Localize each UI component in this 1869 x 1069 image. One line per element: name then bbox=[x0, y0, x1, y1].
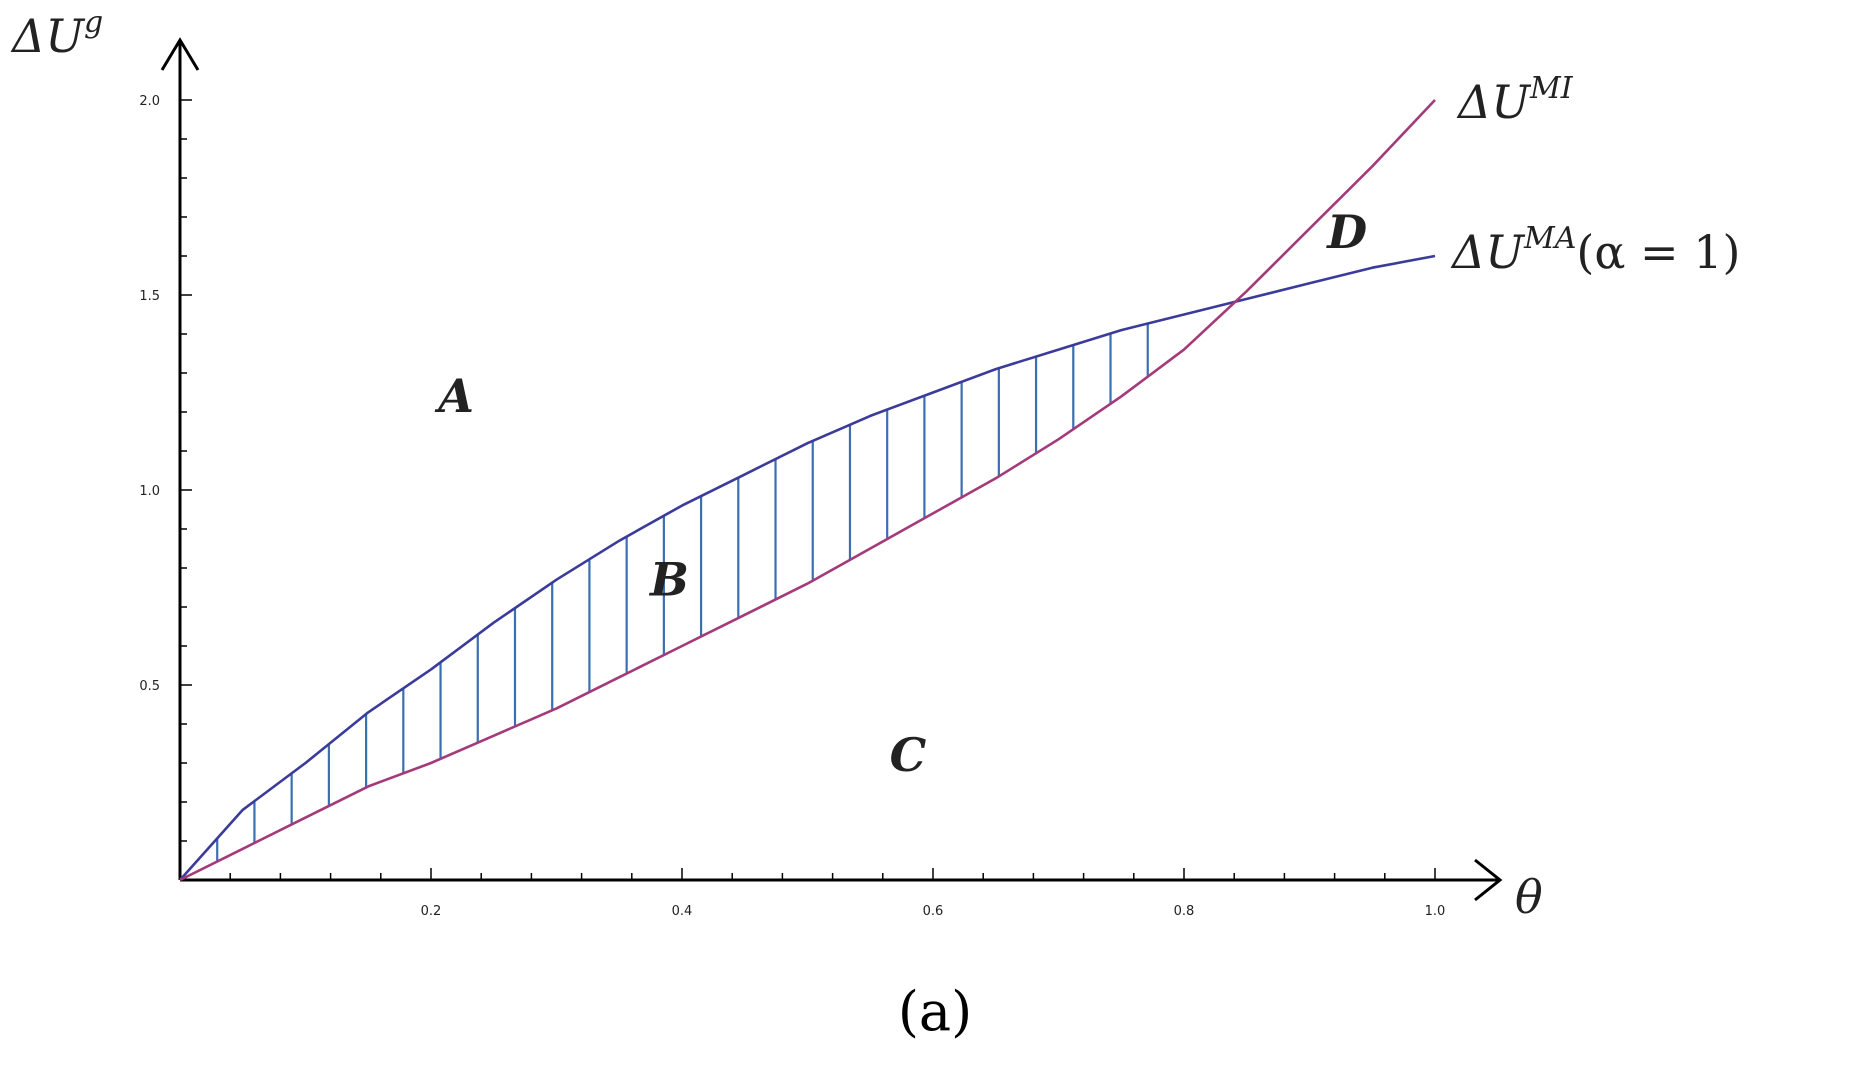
x-tick-label: 1.0 bbox=[1425, 904, 1446, 919]
shaded-region-b-hatch bbox=[216, 323, 1149, 862]
series-line-mi bbox=[179, 99, 1436, 882]
y-tick-label: 0.5 bbox=[139, 679, 160, 694]
y-tick-label: 2.0 bbox=[139, 94, 160, 109]
y-tick-label: 1.5 bbox=[139, 289, 160, 304]
series-label-ma: ΔUMA(α = 1) bbox=[1450, 221, 1740, 279]
region-labels: A B C D bbox=[434, 205, 1367, 782]
series-label-mi: ΔUMI bbox=[1456, 71, 1574, 129]
x-axis-arrow bbox=[1474, 858, 1503, 902]
axis-ticks: 0.2 0.4 0.6 0.8 1.0 0.5 1.0 1.5 2.0 bbox=[139, 94, 1445, 919]
x-axis-label: θ bbox=[1515, 870, 1543, 924]
series bbox=[179, 99, 1436, 882]
region-label-c: C bbox=[890, 728, 927, 782]
y-axis-arrow bbox=[160, 37, 200, 71]
region-label-a: A bbox=[434, 369, 474, 423]
y-tick-label: 1.0 bbox=[139, 484, 160, 499]
x-tick-label: 0.8 bbox=[1174, 904, 1195, 919]
x-tick-label: 0.2 bbox=[421, 904, 442, 919]
x-tick-label: 0.6 bbox=[923, 904, 944, 919]
y-axis-label: ΔUg bbox=[10, 5, 103, 63]
figure-caption: (a) bbox=[898, 980, 972, 1043]
axes bbox=[160, 37, 1503, 902]
region-label-d: D bbox=[1325, 205, 1367, 259]
series-line-ma bbox=[179, 254, 1436, 881]
x-tick-label: 0.4 bbox=[672, 904, 693, 919]
region-label-b: B bbox=[648, 552, 689, 606]
